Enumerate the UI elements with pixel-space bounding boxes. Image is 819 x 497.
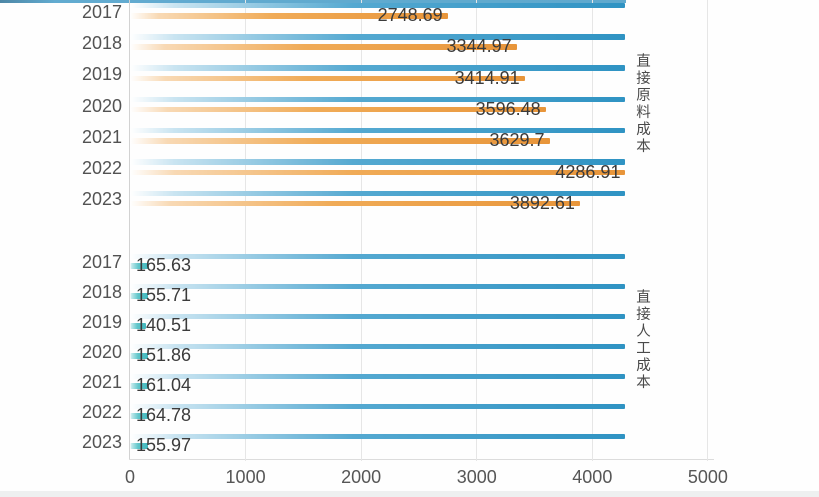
year-label: 2018 xyxy=(81,282,122,302)
x-axis-tick-label: 4000 xyxy=(572,467,613,487)
value-bar xyxy=(130,413,150,419)
value-label: 3892.61 xyxy=(509,192,575,213)
value-bar xyxy=(130,383,149,389)
gridline xyxy=(707,0,709,461)
value-label: 155.71 xyxy=(136,285,192,305)
track-bar xyxy=(130,343,626,349)
value-bar xyxy=(130,293,148,299)
value-bar xyxy=(130,323,147,329)
gridline xyxy=(591,0,593,461)
value-bar xyxy=(130,75,525,82)
value-label: 161.04 xyxy=(136,375,192,395)
value-label: 165.63 xyxy=(136,255,192,275)
value-label: 151.86 xyxy=(136,345,192,365)
track-bar xyxy=(130,433,626,439)
value-label: 4286.91 xyxy=(555,161,621,182)
value-label: 3414.91 xyxy=(454,67,520,88)
track-bar xyxy=(130,2,626,9)
year-label: 2017 xyxy=(81,1,122,22)
x-axis-baseline xyxy=(129,459,714,460)
track-bar xyxy=(130,159,626,165)
x-axis-tick-label: 2000 xyxy=(341,467,382,487)
group-label-labor-cost: 直接人工成本 xyxy=(634,289,650,391)
track-bar xyxy=(130,96,626,103)
track-bar xyxy=(130,253,626,259)
gridline xyxy=(245,0,247,461)
value-bar xyxy=(130,138,550,144)
value-bar xyxy=(130,13,448,19)
track-bar xyxy=(130,283,626,289)
x-axis-tick-label: 3000 xyxy=(456,467,497,487)
track-bar xyxy=(130,65,626,71)
year-label: 2021 xyxy=(81,372,122,392)
value-label: 164.78 xyxy=(136,405,192,425)
year-label: 2017 xyxy=(81,252,122,272)
year-label: 2021 xyxy=(81,126,122,147)
x-axis-tick-label: 5000 xyxy=(687,467,728,487)
year-label: 2019 xyxy=(81,64,122,85)
value-bar xyxy=(130,200,580,207)
year-label: 2019 xyxy=(81,312,122,332)
x-axis-tick-label: 0 xyxy=(124,467,135,487)
track-bar xyxy=(130,313,626,319)
value-bar xyxy=(130,353,148,359)
bottom-edge-strip xyxy=(0,491,819,497)
year-label: 2023 xyxy=(81,432,122,452)
value-label: 3596.48 xyxy=(475,98,541,119)
gridline xyxy=(360,0,362,461)
value-label: 140.51 xyxy=(136,315,192,335)
year-label: 2020 xyxy=(81,95,122,116)
x-axis-tick-label: 1000 xyxy=(225,467,266,487)
track-bar xyxy=(130,127,626,134)
track-bar xyxy=(130,34,626,40)
year-label: 2020 xyxy=(81,342,122,362)
year-label: 2022 xyxy=(81,158,122,179)
value-label: 3629.7 xyxy=(489,130,545,151)
track-bar xyxy=(130,190,626,197)
top-edge-artifact xyxy=(0,0,626,3)
track-bar xyxy=(130,403,626,409)
year-label: 2022 xyxy=(81,402,122,422)
year-label: 2018 xyxy=(81,32,122,53)
value-label: 2748.69 xyxy=(377,5,443,26)
value-label: 3344.97 xyxy=(446,36,512,57)
year-label: 2023 xyxy=(81,189,122,210)
gridline xyxy=(476,0,478,461)
track-bar xyxy=(130,373,626,379)
value-bar xyxy=(130,106,546,113)
value-bar xyxy=(130,443,149,449)
value-bar xyxy=(130,44,517,50)
value-bar xyxy=(130,169,626,176)
value-label: 155.97 xyxy=(136,435,192,455)
group-label-raw-material-cost: 直接原料成本 xyxy=(634,53,650,155)
value-bar xyxy=(130,263,150,269)
y-axis-line xyxy=(129,0,130,460)
